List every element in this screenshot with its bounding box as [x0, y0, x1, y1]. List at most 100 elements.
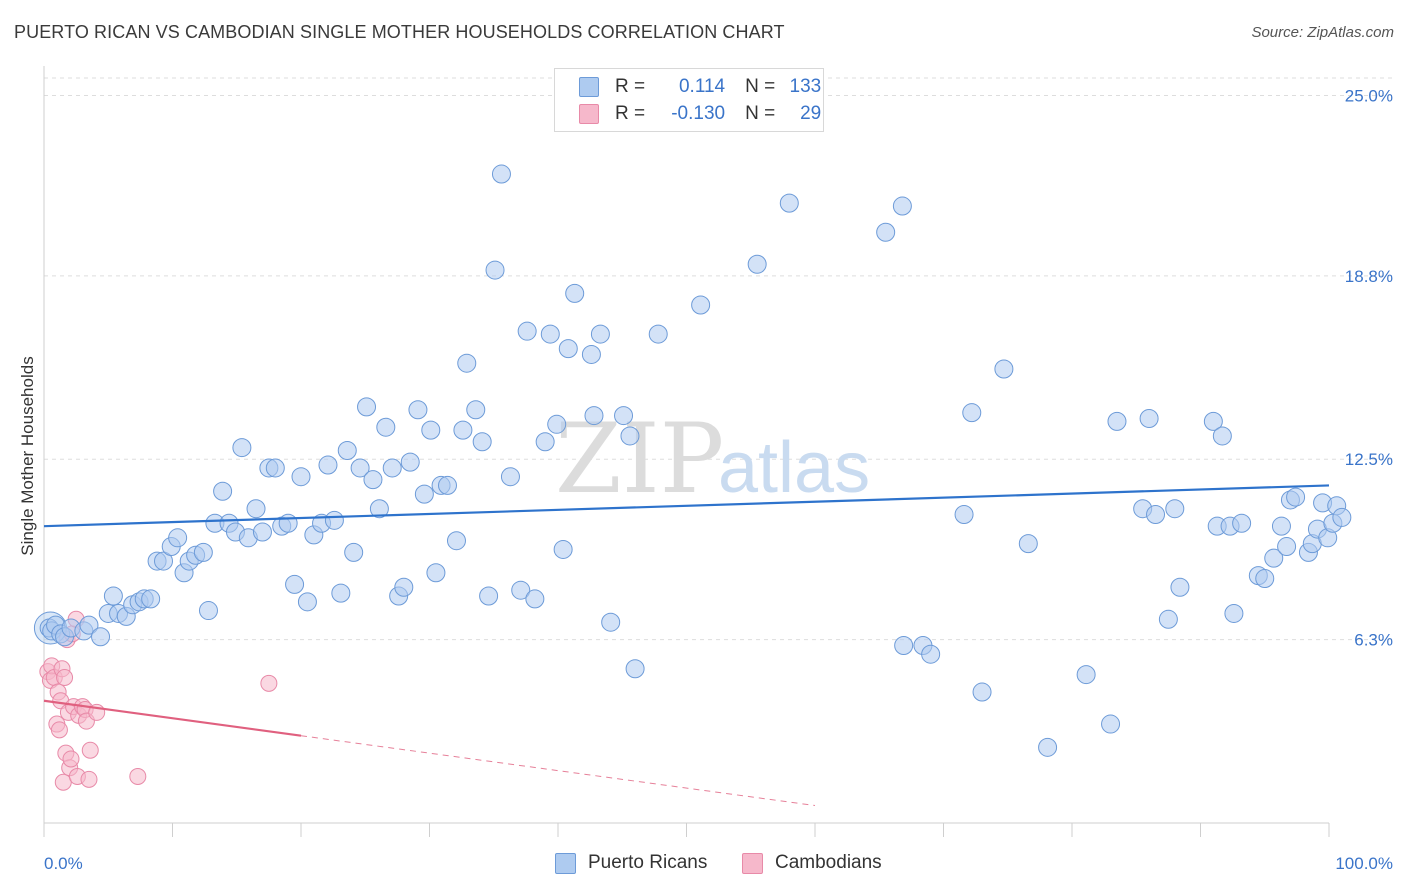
r-value-cambodian: -0.130	[671, 103, 726, 124]
puerto-rican-point	[472, 432, 492, 452]
trend-lines	[43, 484, 1330, 807]
puerto-rican-point	[894, 635, 914, 655]
puerto-rican-point	[511, 580, 531, 600]
puerto-rican-point	[625, 659, 645, 679]
puerto-rican-point	[1264, 548, 1284, 568]
puerto-rican-point	[525, 589, 545, 609]
watermark: ZIP atlas	[555, 403, 870, 515]
puerto-rican-point	[1107, 411, 1127, 431]
puerto-rican-point	[103, 586, 123, 606]
puerto-rican-point	[558, 339, 578, 359]
puerto-rican-point	[1038, 737, 1058, 757]
tick-labels: 6.3% 12.5% 18.8% 25.0% 0.0% 100.0%	[44, 86, 1393, 873]
puerto-rican-point	[1076, 665, 1096, 685]
cambodian-point	[62, 750, 80, 768]
puerto-rican-point	[500, 467, 520, 487]
r-label: R =	[615, 76, 646, 97]
puerto-rican-point	[344, 542, 364, 562]
puerto-rican-point	[962, 403, 982, 423]
y-tick-label: 18.8%	[1345, 267, 1393, 286]
gridlines	[44, 77, 1392, 641]
puerto-rican-point	[278, 513, 298, 533]
puerto-rican-point	[421, 420, 441, 440]
puerto-rican-point	[1101, 714, 1121, 734]
cambodian-point	[56, 668, 74, 686]
puerto-rican-point	[491, 164, 511, 184]
puerto-rican-point	[1286, 487, 1306, 507]
axes	[43, 66, 1330, 837]
puerto-rican-point	[1271, 516, 1291, 536]
puerto-rican-point	[584, 406, 604, 426]
n-label: N =	[745, 103, 776, 124]
puerto-rican-point	[1255, 569, 1275, 589]
n-value-puerto-rican: 133	[789, 76, 822, 97]
puerto-rican-point	[581, 344, 601, 364]
puerto-rican-point	[394, 577, 414, 597]
puerto-rican-point	[79, 615, 99, 635]
puerto-rican-point	[535, 432, 555, 452]
puerto-rican-point	[382, 458, 402, 478]
puerto-rican-point	[921, 644, 941, 664]
legend-label-puerto-ricans: Puerto Ricans	[588, 852, 708, 873]
puerto-rican-point	[1332, 507, 1352, 527]
puerto-rican-point	[1158, 609, 1178, 629]
puerto-rican-point	[285, 574, 305, 594]
puerto-rican-point	[91, 627, 111, 647]
puerto-rican-point	[232, 438, 252, 458]
puerto-rican-point	[168, 528, 188, 548]
puerto-rican-point	[318, 455, 338, 475]
cambodian-point	[81, 741, 99, 759]
legend-item-puerto-ricans: Puerto Ricans	[555, 852, 707, 874]
puerto-rican-point	[141, 589, 161, 609]
puerto-rican-point	[252, 522, 272, 542]
cambodian-trend-line	[43, 699, 302, 737]
puerto-rican-point	[691, 295, 711, 315]
puerto-rican-point	[954, 505, 974, 525]
pink-swatch-icon	[579, 104, 599, 124]
puerto-rican-point	[291, 467, 311, 487]
puerto-rican-point	[426, 563, 446, 583]
puerto-rican-point	[246, 499, 266, 519]
puerto-rican-point	[331, 583, 351, 603]
puerto-rican-point	[590, 324, 610, 344]
x-tick-label: 100.0%	[1335, 854, 1393, 873]
r-label: R =	[615, 103, 646, 124]
puerto-rican-point	[1165, 499, 1185, 519]
puerto-rican-point	[620, 426, 640, 446]
puerto-rican-point	[553, 539, 573, 559]
puerto-rican-point	[457, 353, 477, 373]
puerto-rican-point	[297, 592, 317, 612]
puerto-rican-point	[369, 499, 389, 519]
puerto-rican-point	[466, 400, 486, 420]
watermark-zip: ZIP	[555, 403, 724, 515]
n-label: N =	[745, 76, 776, 97]
puerto-rican-point	[876, 222, 896, 242]
puerto-rican-point	[376, 417, 396, 437]
cambodian-trend-extension	[300, 735, 816, 807]
puerto-rican-point	[400, 452, 420, 472]
cambodian-points	[39, 610, 278, 791]
y-tick-label: 6.3%	[1354, 631, 1393, 650]
puerto-rican-point	[540, 324, 560, 344]
puerto-rican-point	[779, 193, 799, 213]
puerto-rican-point	[324, 510, 344, 530]
watermark-atlas: atlas	[718, 428, 870, 508]
puerto-rican-point	[485, 260, 505, 280]
puerto-rican-point	[1232, 513, 1252, 533]
x-tick-label: 0.0%	[44, 854, 83, 873]
puerto-rican-point	[1224, 603, 1244, 623]
source-label: Source: ZipAtlas.com	[1251, 24, 1394, 41]
legend-label-cambodians: Cambodians	[775, 852, 882, 873]
puerto-rican-point	[363, 470, 383, 490]
puerto-rican-point	[350, 458, 370, 478]
puerto-rican-trend-line	[43, 484, 1330, 528]
puerto-rican-point	[1018, 534, 1038, 554]
puerto-rican-point	[414, 484, 434, 504]
puerto-rican-point	[1139, 408, 1159, 428]
puerto-rican-point	[357, 397, 377, 417]
y-tick-label: 12.5%	[1345, 450, 1393, 469]
puerto-rican-point	[408, 400, 428, 420]
cambodian-point	[54, 773, 72, 791]
puerto-rican-point	[198, 601, 218, 621]
puerto-rican-points	[33, 164, 1352, 757]
